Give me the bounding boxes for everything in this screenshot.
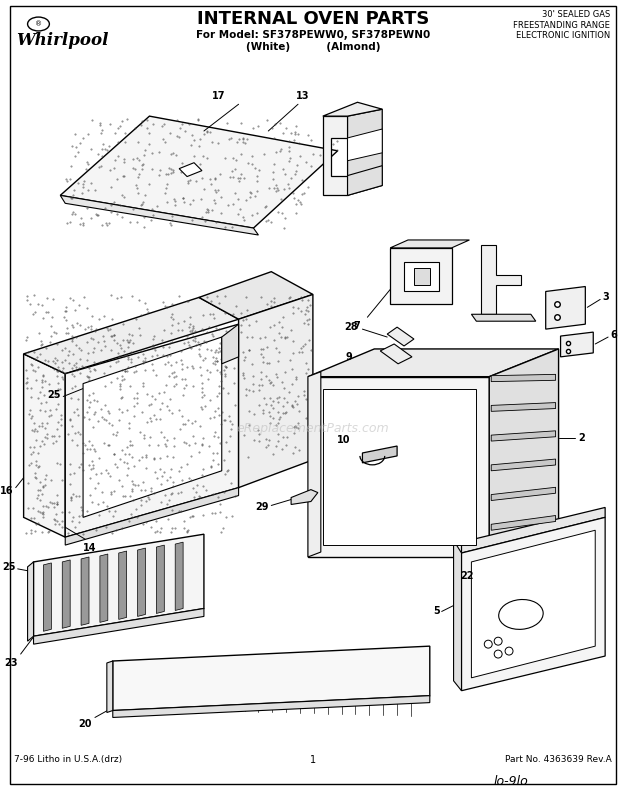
Polygon shape (491, 431, 556, 441)
Text: 20: 20 (79, 719, 92, 730)
Polygon shape (380, 344, 412, 364)
Polygon shape (81, 557, 89, 626)
Circle shape (494, 650, 502, 658)
Polygon shape (491, 487, 556, 500)
Text: 10: 10 (337, 435, 350, 445)
Polygon shape (489, 349, 559, 557)
Text: 23: 23 (4, 658, 18, 668)
Polygon shape (118, 551, 126, 619)
Text: 17: 17 (212, 91, 226, 102)
Polygon shape (24, 297, 239, 374)
Polygon shape (62, 560, 70, 628)
Text: 25: 25 (2, 562, 16, 572)
Text: 16: 16 (0, 485, 14, 496)
Text: 22: 22 (460, 571, 474, 580)
Text: ®: ® (35, 21, 42, 27)
Text: lo-9lo: lo-9lo (494, 775, 528, 788)
Polygon shape (560, 332, 593, 357)
Text: For Model: SF378PEWW0, SF378PEWN0: For Model: SF378PEWW0, SF378PEWN0 (196, 30, 430, 40)
Polygon shape (199, 272, 313, 320)
Polygon shape (138, 548, 146, 616)
Polygon shape (222, 324, 239, 364)
Polygon shape (308, 349, 559, 377)
Circle shape (505, 647, 513, 655)
Polygon shape (388, 328, 414, 346)
Text: 13: 13 (296, 91, 309, 102)
Text: 14: 14 (83, 543, 97, 553)
Polygon shape (60, 116, 338, 228)
Polygon shape (414, 268, 430, 285)
Text: 3: 3 (602, 293, 609, 302)
Polygon shape (491, 515, 556, 531)
Ellipse shape (27, 17, 50, 31)
Polygon shape (291, 489, 318, 504)
Polygon shape (239, 294, 313, 488)
Polygon shape (461, 517, 605, 691)
Polygon shape (390, 240, 469, 248)
Polygon shape (404, 262, 439, 292)
Text: 9: 9 (346, 352, 353, 362)
Ellipse shape (498, 600, 543, 630)
Circle shape (494, 638, 502, 646)
Polygon shape (27, 562, 33, 642)
Text: Part No. 4363639 Rev.A: Part No. 4363639 Rev.A (505, 755, 612, 764)
Polygon shape (107, 661, 113, 713)
Text: 30' SEALED GAS
FREESTANDING RANGE
ELECTRONIC IGNITION: 30' SEALED GAS FREESTANDING RANGE ELECTR… (513, 10, 610, 40)
Polygon shape (491, 459, 556, 471)
Polygon shape (156, 545, 164, 614)
Polygon shape (471, 314, 536, 321)
Polygon shape (113, 695, 430, 718)
Polygon shape (390, 248, 451, 305)
Polygon shape (323, 389, 476, 545)
Text: 2: 2 (578, 433, 585, 443)
Polygon shape (454, 537, 461, 691)
Polygon shape (481, 245, 521, 314)
Polygon shape (348, 166, 383, 195)
Text: 7-96 Litho in U.S.A.(drz): 7-96 Litho in U.S.A.(drz) (14, 755, 122, 764)
Text: Whirlpool: Whirlpool (16, 32, 108, 49)
Polygon shape (323, 116, 348, 195)
Polygon shape (323, 102, 383, 116)
Polygon shape (308, 377, 489, 557)
Text: 6: 6 (610, 330, 617, 340)
Polygon shape (179, 163, 202, 177)
Text: INTERNAL OVEN PARTS: INTERNAL OVEN PARTS (197, 10, 429, 28)
Polygon shape (65, 488, 239, 545)
Text: 29: 29 (255, 503, 268, 512)
Text: 5: 5 (433, 607, 440, 616)
Circle shape (484, 640, 492, 648)
Text: 25: 25 (46, 389, 60, 400)
Polygon shape (471, 531, 595, 678)
Polygon shape (113, 646, 430, 711)
Polygon shape (33, 534, 204, 636)
Text: 1: 1 (310, 755, 316, 765)
Polygon shape (60, 195, 259, 235)
Polygon shape (348, 109, 383, 195)
Text: eReplacementParts.com: eReplacementParts.com (237, 422, 389, 435)
Text: 28: 28 (344, 322, 358, 332)
Polygon shape (65, 324, 239, 537)
Polygon shape (491, 374, 556, 381)
Polygon shape (363, 446, 397, 463)
Polygon shape (348, 129, 383, 161)
Polygon shape (491, 403, 556, 412)
Polygon shape (100, 554, 108, 623)
Polygon shape (461, 508, 605, 553)
Text: (White)          (Almond): (White) (Almond) (246, 42, 380, 52)
Polygon shape (33, 608, 204, 644)
Polygon shape (43, 563, 51, 631)
Polygon shape (308, 372, 321, 557)
Text: 7: 7 (353, 321, 360, 331)
Polygon shape (24, 354, 65, 537)
Polygon shape (175, 542, 183, 611)
Polygon shape (83, 337, 222, 517)
Polygon shape (546, 286, 585, 329)
